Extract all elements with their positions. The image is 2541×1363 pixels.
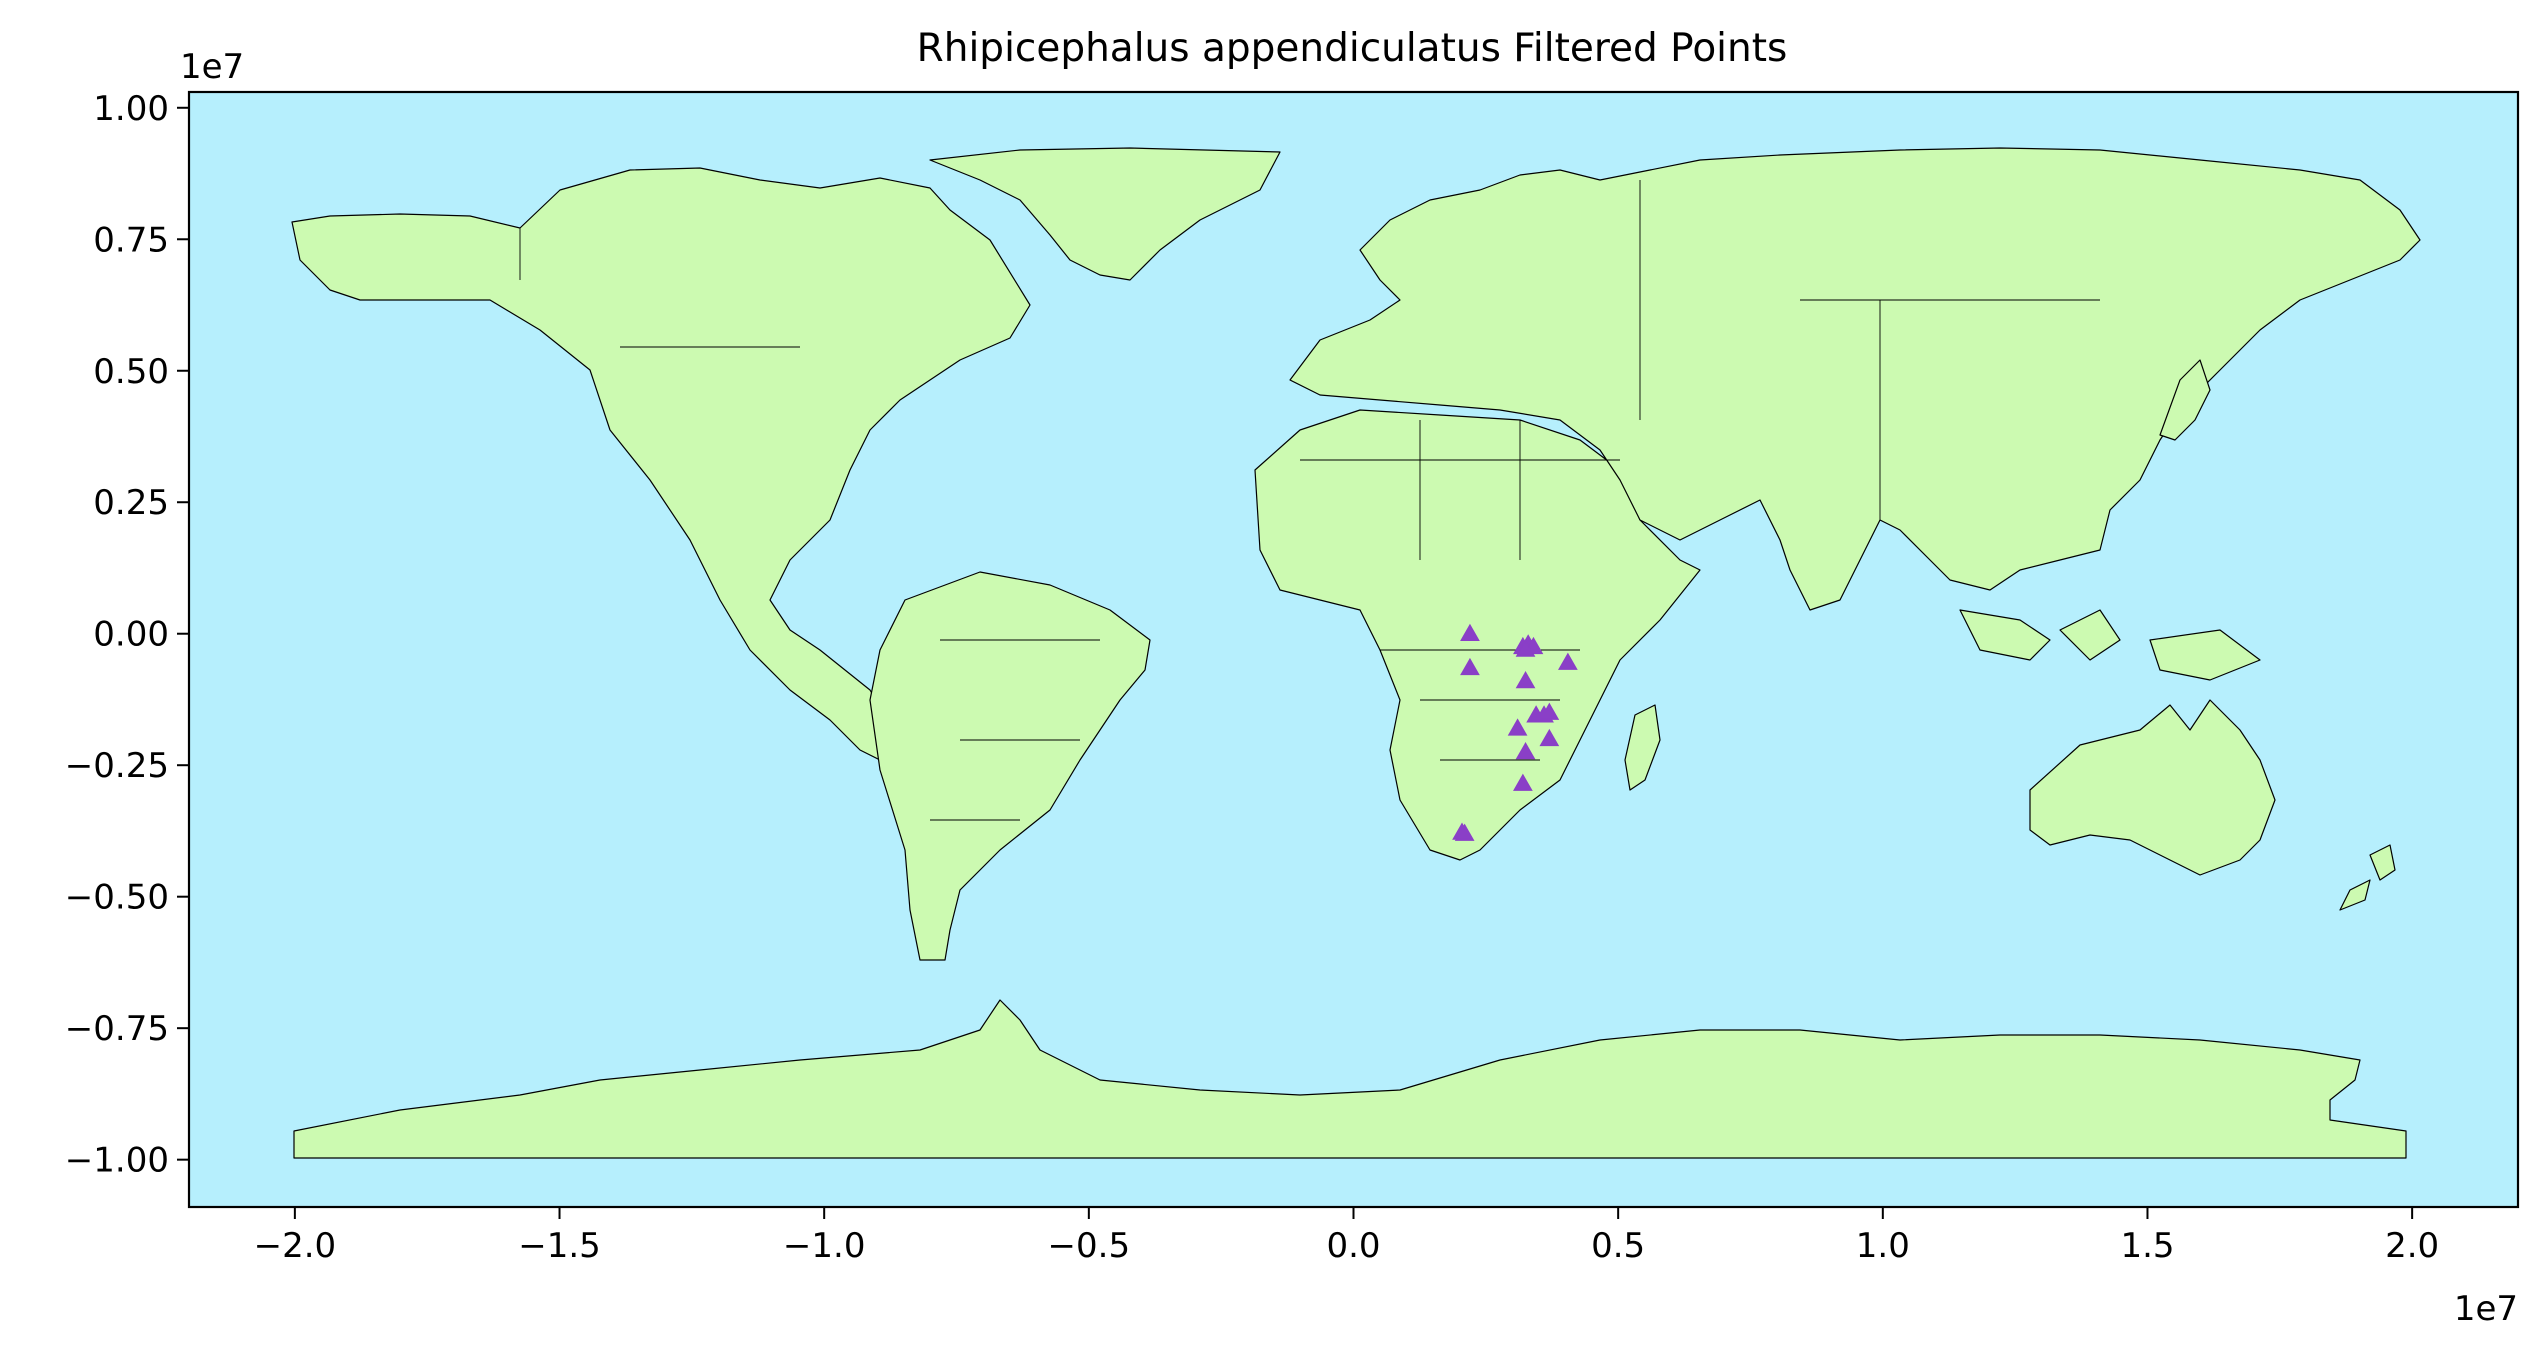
x-axis: −2.0 −1.5 −1.0 −0.5 0.0 0.5 1.0 1.5 2.0 [254,1207,2439,1266]
occurrence-point [1515,639,1536,657]
land-japan [2159,359,2211,441]
x-tick-label: −1.5 [518,1226,601,1266]
y-offset-label: 1e7 [180,47,244,87]
y-tick-label: 0.25 [93,483,169,523]
border-eurasia [1639,180,2100,520]
x-tick-label: 1.5 [2120,1226,2174,1266]
occurrence-point [1507,718,1528,736]
land-north-america [291,167,1031,801]
land-indonesia [1959,609,2261,681]
x-tick-label: 2.0 [2385,1226,2439,1266]
border-africa-north [1300,420,1620,560]
y-tick-label: 0.50 [93,352,169,392]
y-tick-label: −0.75 [65,1009,169,1049]
occurrence-point [1515,671,1536,689]
y-tick-label: −0.50 [65,878,169,918]
country-borders [519,180,2100,821]
chart-title: Rhipicephalus appendiculatus Filtered Po… [917,26,1788,71]
occurrence-point [1539,728,1560,747]
x-offset-label: 1e7 [2454,1289,2518,1329]
occurrence-point [1452,822,1472,840]
occurrence-points [1452,623,1578,841]
y-tick-label: 0.75 [93,220,169,260]
occurrence-point [1460,623,1480,641]
x-tick-label: −2.0 [254,1226,337,1266]
y-axis: 1.00 0.75 0.50 0.25 0.00 −0.25 −0.50 −0.75 −1.00 [65,89,189,1181]
y-tick-label: 0.00 [93,615,169,655]
occurrence-point [1513,773,1533,791]
land-australia [2029,699,2276,876]
land-greenland [929,147,1281,281]
y-tick-label: −1.00 [65,1141,169,1181]
x-tick-label: 0.0 [1326,1226,1380,1266]
occurrence-point [1460,657,1480,676]
y-tick-label: 1.00 [93,89,169,129]
land-africa [1254,409,1701,861]
land-antarctica [293,999,2407,1159]
occurrence-point [1539,702,1560,720]
y-tick-label: −0.25 [65,746,169,786]
x-tick-label: 0.5 [1591,1226,1645,1266]
occurrence-point [1515,742,1536,760]
x-tick-label: 1.0 [1856,1226,1910,1266]
occurrence-point [1558,652,1578,670]
x-tick-label: −0.5 [1048,1226,1131,1266]
border-africa-south [1380,649,1580,761]
border-south-america [930,639,1100,821]
land-south-america [869,571,1151,961]
x-tick-label: −1.0 [783,1226,866,1266]
land-madagascar [1624,704,1661,791]
land-new-zealand [2339,844,2396,911]
landmasses [291,147,2421,1159]
